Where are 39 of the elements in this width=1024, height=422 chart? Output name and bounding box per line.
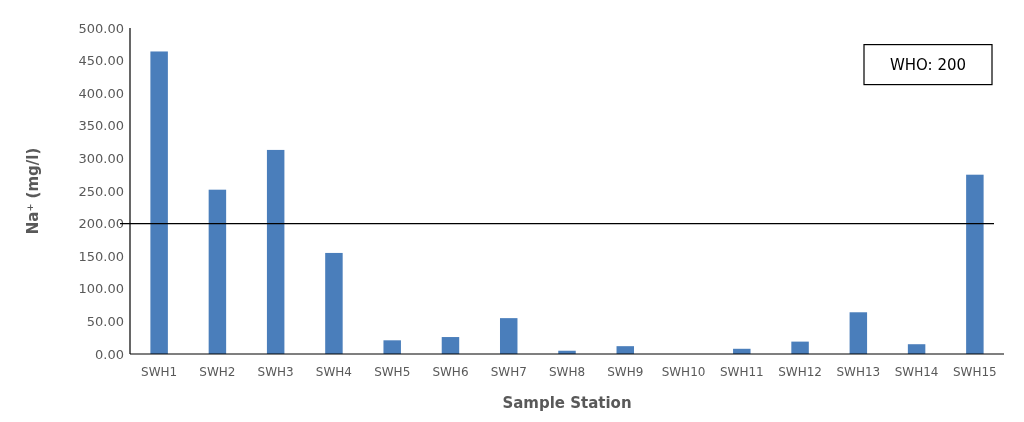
y-tick-label: 400.00	[78, 85, 124, 101]
x-tick-label: SWH12	[778, 365, 822, 379]
y-axis-title: Na⁺ (mg/l)	[24, 147, 42, 235]
bar	[499, 318, 518, 354]
bar	[383, 340, 401, 354]
y-tick-label: 50.00	[86, 313, 124, 329]
x-tick-label: SWH2	[199, 365, 236, 379]
y-tick-label: 500.00	[78, 20, 124, 36]
y-tick-label: 250.00	[78, 183, 124, 199]
bar	[441, 337, 460, 354]
bar	[966, 174, 984, 354]
y-tick-label: 350.00	[78, 118, 124, 134]
bar	[266, 149, 285, 354]
x-tick-label: SWH13	[836, 365, 881, 379]
x-tick-label: SWH5	[374, 365, 411, 379]
x-tick-label: SWH15	[952, 365, 997, 379]
bar	[150, 51, 168, 354]
x-tick-label: SWH14	[894, 365, 939, 379]
y-tick-label: 200.00	[78, 216, 124, 232]
x-tick-label: SWH6	[432, 365, 469, 379]
x-tick-label: SWH4	[315, 365, 352, 379]
bar	[849, 312, 868, 354]
x-tick-label: SWH8	[548, 365, 586, 379]
ref-line-label: WHO: 200	[889, 55, 967, 74]
x-tick-label: SWH7	[490, 365, 527, 379]
bar	[325, 252, 343, 354]
y-tick-label: 300.00	[78, 150, 124, 166]
y-tick-label: 450.00	[78, 53, 124, 69]
bar	[208, 189, 227, 354]
y-tick-label: 150.00	[78, 248, 124, 264]
y-tick-label: 100.00	[78, 281, 124, 297]
x-tick-label: SWH11	[719, 365, 764, 379]
x-axis-title: Sample Station	[502, 394, 632, 412]
x-tick-label: SWH9	[607, 365, 644, 379]
x-tick-label: SWH3	[257, 365, 294, 379]
x-tick-label: SWH10	[661, 365, 706, 379]
y-tick-label: 0.00	[95, 346, 124, 362]
bar	[791, 341, 809, 354]
x-tick-label: SWH1	[141, 365, 178, 379]
